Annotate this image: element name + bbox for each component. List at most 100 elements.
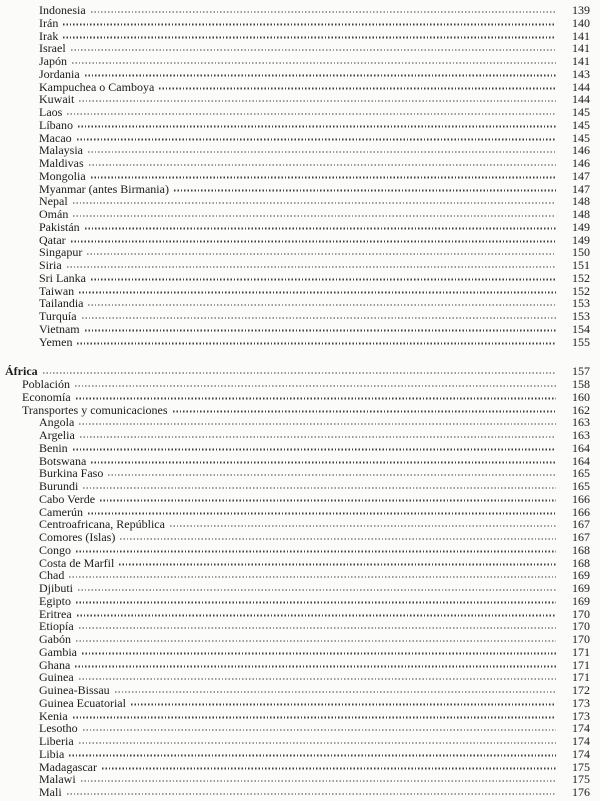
toc-row: Libia 174 (5, 746, 590, 761)
dotted-leader (69, 754, 556, 757)
toc-entry-page-number: 172 (572, 683, 590, 697)
toc-entry-label: Malawi (39, 772, 76, 787)
toc-row: Líbano 145 (5, 117, 590, 132)
toc-row: Transportes y comunicaciones 162 (5, 402, 590, 417)
toc-entry-page-number: 160 (572, 389, 590, 404)
toc-entry-page-number: 171 (572, 670, 590, 685)
toc-row: Japón 141 (5, 55, 590, 68)
toc-row: Myanmar (antes Birmania) 147 (5, 181, 590, 196)
toc-row: Guinea 171 (5, 671, 590, 684)
toc-row: Israel 141 (5, 42, 590, 55)
toc-entry-page-number: 151 (572, 258, 590, 272)
toc-entry-label: Laos (39, 105, 63, 119)
toc-entry-page-number: 162 (572, 402, 590, 417)
toc-entry-label: Burundi (39, 479, 79, 493)
toc-entry-page-number: 144 (572, 92, 590, 107)
toc-entry-page-number: 174 (572, 734, 590, 748)
toc-row: Jordania 143 (5, 66, 590, 81)
toc-row: Cabo Verde 166 (5, 492, 590, 506)
toc-entry-label: Benin (39, 440, 68, 455)
toc-row: Malawi 175 (5, 773, 590, 786)
dotted-leader (72, 202, 556, 204)
toc-entry-page-number: 147 (572, 181, 590, 196)
toc-entry-label: Japón (39, 54, 67, 68)
table-of-contents: Indonesia 139 Irán 140 Irak 141 Israel 1… (5, 4, 590, 799)
toc-row: Nepal 148 (5, 195, 590, 208)
toc-row: Malaysia 146 (5, 144, 590, 157)
dotted-leader (84, 74, 556, 77)
toc-entry-page-number: 174 (572, 746, 590, 761)
dotted-leader (84, 227, 556, 230)
toc-entry-page-number: 141 (572, 54, 590, 68)
toc-entry-page-number: 171 (572, 644, 590, 659)
toc-entry-label: Nepal (39, 194, 68, 209)
toc-entry-page-number: 169 (572, 593, 590, 608)
toc-row: Tailandia 153 (5, 297, 590, 310)
dotted-leader (90, 11, 556, 13)
toc-entry-page-number: 167 (572, 517, 590, 532)
toc-entry-label: Irak (39, 28, 59, 43)
toc-entry-label: Kuwait (39, 92, 75, 107)
toc-entry-page-number: 155 (572, 334, 590, 349)
toc-row: Guinea-Bissau 172 (5, 684, 590, 697)
toc-entry-page-number: 141 (572, 28, 590, 43)
toc-entry-label: Gambia (39, 644, 77, 659)
dotted-leader (130, 703, 556, 706)
dotted-leader (76, 601, 556, 604)
toc-row: Kenia 173 (5, 709, 590, 723)
toc-entry-label: Myanmar (antes Birmania) (39, 181, 169, 196)
toc-entry-label: Egipto (39, 593, 71, 608)
toc-entry-page-number: 143 (572, 66, 590, 81)
dotted-leader (120, 538, 556, 540)
dotted-leader (83, 487, 556, 489)
toc-entry-page-number: 145 (572, 105, 590, 119)
dotted-leader (88, 164, 556, 166)
toc-row: Economía 160 (5, 389, 590, 404)
toc-entry-page-number: 144 (572, 79, 590, 94)
toc-row: Centroafricana, República 167 (5, 518, 590, 531)
toc-row: Sri Lanka 152 (5, 271, 590, 285)
toc-entry-page-number: 149 (572, 232, 590, 247)
toc-entry-label: Guinea Ecuatorial (39, 695, 126, 710)
toc-entry-page-number: 148 (572, 207, 590, 221)
dotted-leader (66, 266, 556, 268)
toc-entry-label: Irán (39, 15, 59, 30)
toc-entry-label: Economía (22, 389, 71, 404)
dotted-leader (78, 678, 556, 680)
toc-entry-label: Macao (39, 130, 72, 145)
toc-row: Mongolia 147 (5, 169, 590, 183)
toc-entry-page-number: 170 (572, 606, 590, 621)
toc-entry-label: Ghana (39, 657, 71, 672)
toc-row: Madagascar 175 (5, 759, 590, 774)
dotted-leader (75, 665, 556, 667)
dotted-leader (67, 113, 556, 115)
dotted-leader (169, 525, 556, 527)
toc-row: Irak 141 (5, 28, 590, 43)
toc-entry-label: Camerún (39, 504, 83, 519)
toc-entry-page-number: 168 (572, 555, 590, 570)
dotted-leader (84, 329, 556, 332)
toc-entry-label: Angola (39, 415, 75, 430)
toc-entry-page-number: 146 (572, 143, 590, 158)
dotted-leader (79, 100, 556, 102)
toc-entry-page-number: 175 (572, 759, 590, 774)
dotted-leader (173, 189, 556, 191)
toc-entry-label: Singapur (39, 245, 83, 260)
toc-row: Etiopía 170 (5, 620, 590, 633)
toc-row: Djibuti 169 (5, 582, 590, 595)
toc-row: Turquía 153 (5, 310, 590, 323)
toc-entry-label: Libia (39, 746, 65, 761)
toc-entry-label: Líbano (39, 117, 73, 132)
dotted-leader (91, 461, 556, 463)
toc-row: Kuwait 144 (5, 93, 590, 106)
dotted-leader (73, 215, 556, 217)
toc-entry-page-number: 157 (572, 364, 590, 379)
toc-entry-page-number: 169 (572, 581, 590, 595)
dotted-leader (91, 278, 556, 281)
toc-entry-page-number: 139 (572, 3, 590, 17)
toc-entry-label: Comores (Islas) (39, 530, 116, 544)
toc-entry-page-number: 173 (572, 695, 590, 710)
dotted-leader (101, 767, 556, 769)
toc-entry-label: Djibuti (39, 581, 74, 595)
